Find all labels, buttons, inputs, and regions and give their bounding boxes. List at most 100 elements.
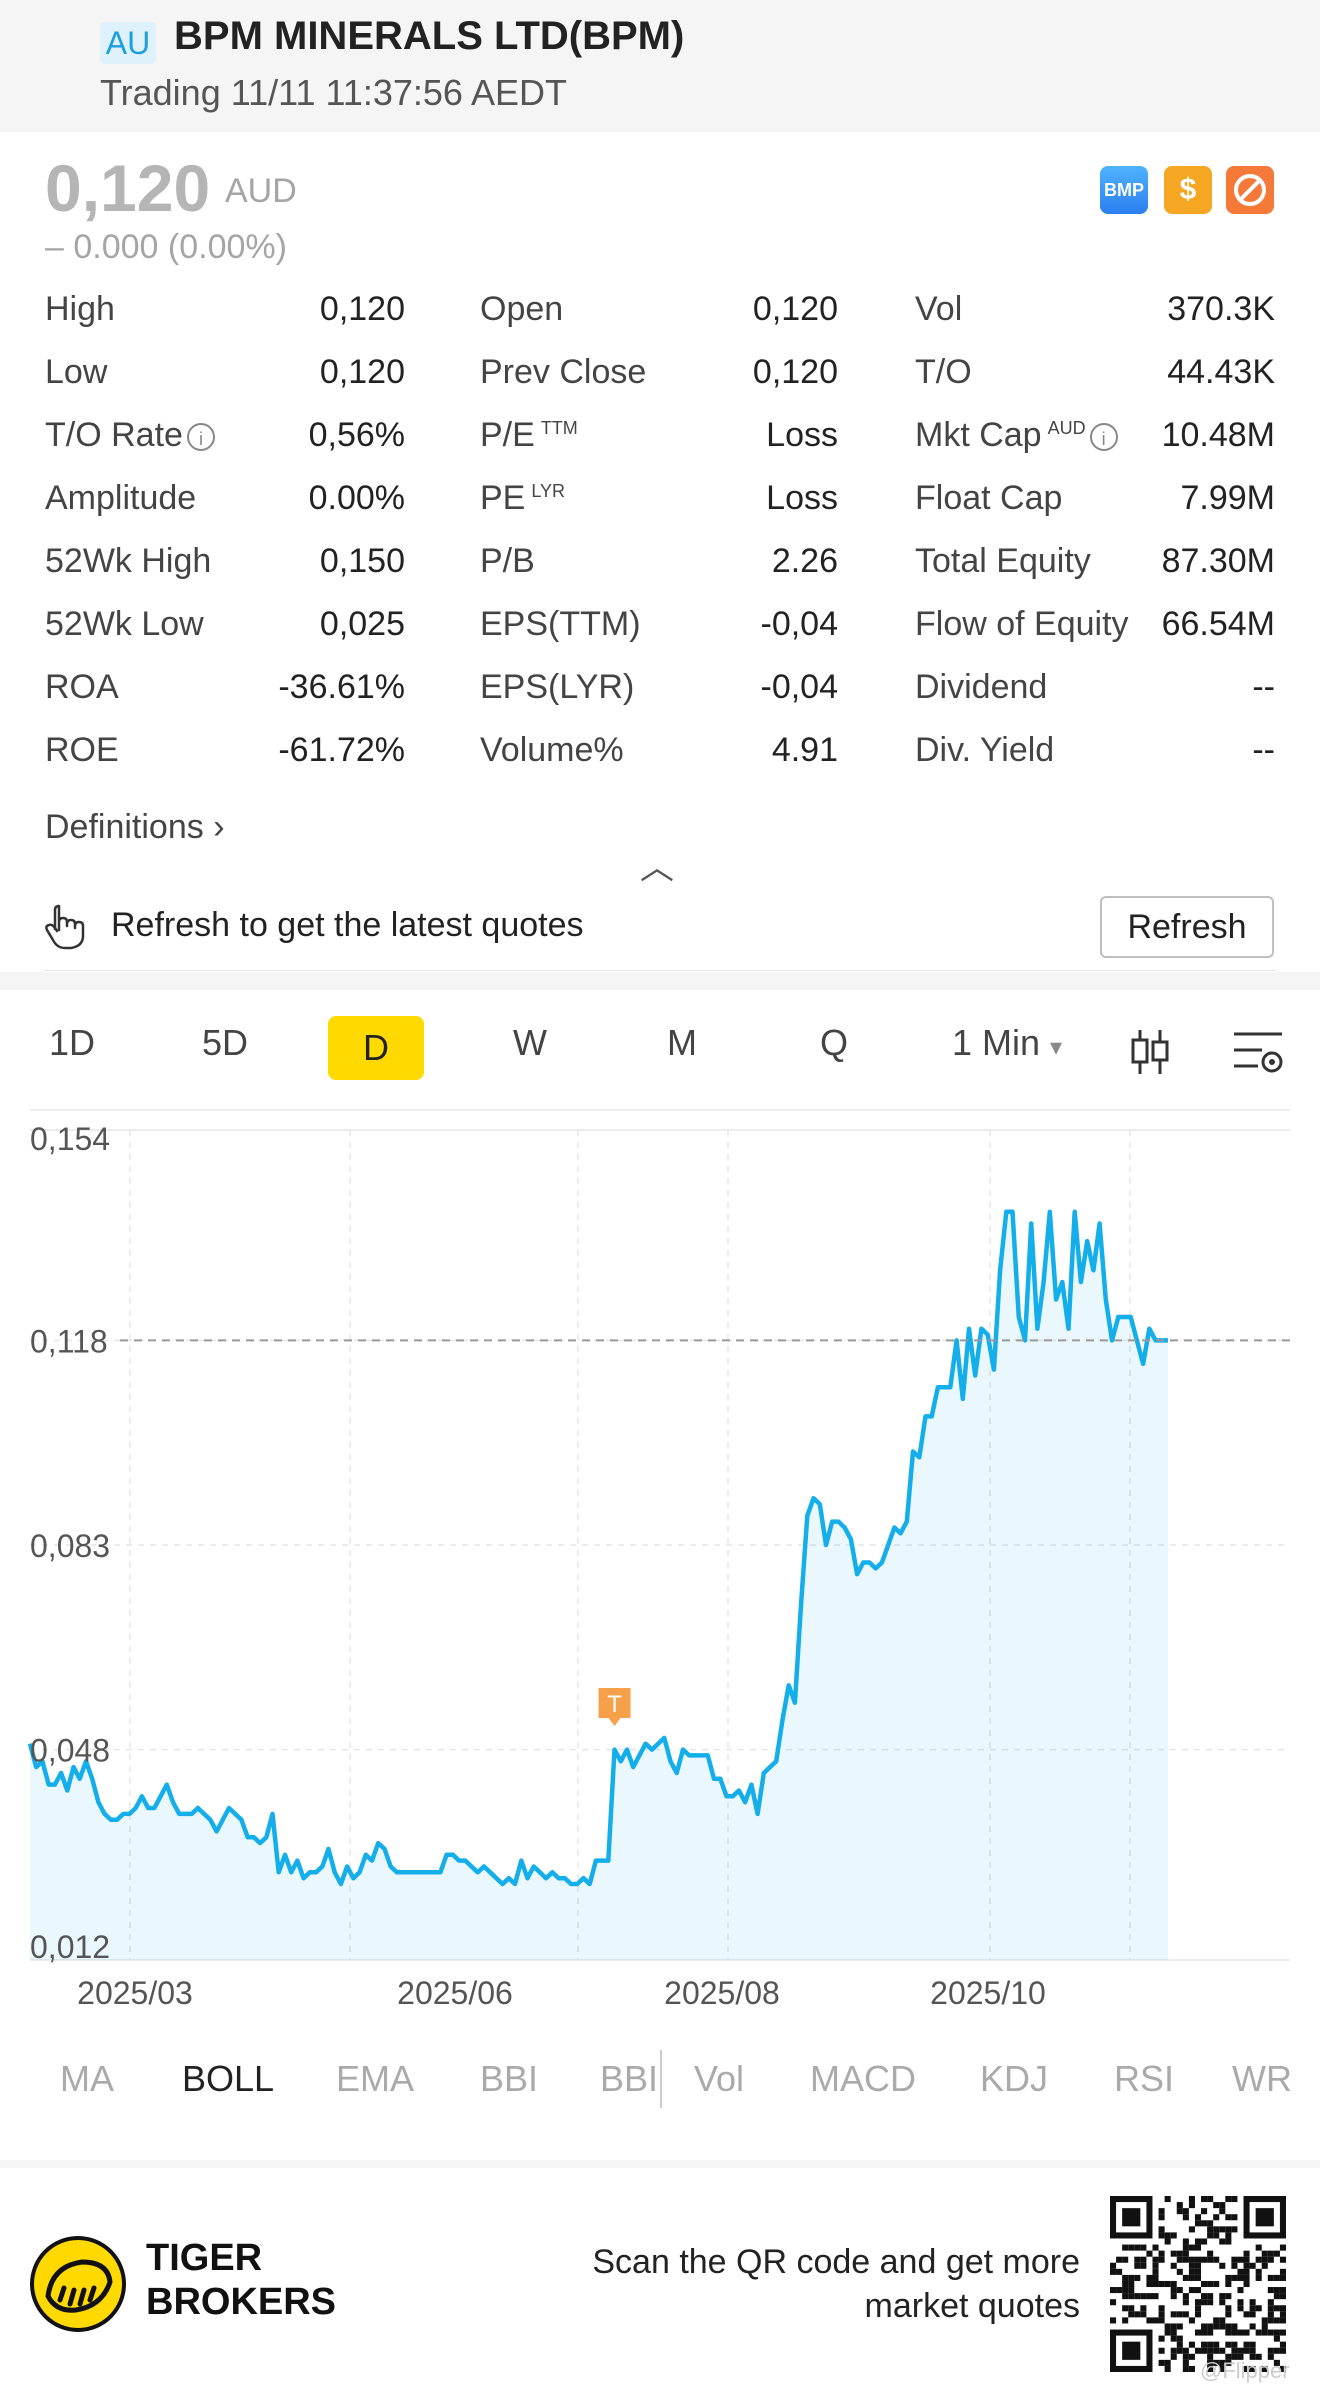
x-tick-label: 2025/03 [77, 1975, 193, 2011]
qr-module [1140, 2262, 1147, 2269]
qr-module [1273, 2274, 1280, 2281]
stat-label-text: 52Wk Low [45, 605, 204, 643]
qr-module [1243, 2341, 1250, 2348]
qr-module [1213, 2226, 1220, 2233]
qr-module [1134, 2256, 1141, 2263]
stat-value: 0,025 [319, 605, 405, 643]
price-chart[interactable]: 0,154 0,118 0,083 0,048 0,012 2025/03 2025/06 2… [0, 1100, 1320, 2020]
qr-module [1267, 2274, 1274, 2281]
qr-module [1273, 2287, 1280, 2294]
stat-value: -61.72% [278, 731, 405, 769]
interval-label: 1 Min [952, 1022, 1041, 1063]
tab-q[interactable]: Q [819, 1022, 848, 1063]
price-change: – 0.000 (0.00%) [45, 228, 287, 266]
stat-label-text: Vol [915, 290, 963, 328]
qr-module [1225, 2293, 1232, 2300]
indicator-vol[interactable]: Vol [694, 2058, 745, 2099]
qr-module [1122, 2317, 1129, 2324]
qr-module [1152, 2317, 1159, 2324]
qr-module [1219, 2323, 1226, 2330]
qr-module [1213, 2256, 1220, 2263]
qr-module [1249, 2311, 1256, 2318]
tab-1d[interactable]: 1D [48, 1022, 96, 1063]
qr-module [1158, 2335, 1165, 2342]
definitions-link[interactable]: Definitions › [45, 808, 225, 847]
qr-module [1207, 2359, 1214, 2366]
chevron-up-icon[interactable]: ︿ [640, 849, 674, 887]
qr-module [1243, 2311, 1250, 2318]
stat-label: ROA [45, 668, 119, 707]
chart-settings-icon[interactable] [1232, 1028, 1284, 1078]
footer-divider [0, 2160, 1320, 2168]
info-icon[interactable]: i [1089, 423, 1118, 452]
indicator-bbi[interactable]: BBI [480, 2058, 539, 2099]
stat-label-text: Mkt Cap [915, 416, 1042, 454]
qr-module [1201, 2293, 1208, 2300]
qr-module [1213, 2202, 1220, 2209]
indicator-wr[interactable]: WR [1232, 2058, 1292, 2099]
indicator-ma[interactable]: MA [60, 2058, 114, 2099]
tab-w[interactable]: W [513, 1022, 547, 1063]
qr-module [1243, 2250, 1250, 2257]
qr-module [1255, 2353, 1262, 2360]
qr-module [1207, 2341, 1214, 2348]
qr-module [1207, 2353, 1214, 2360]
qr-module [1188, 2256, 1195, 2263]
interval-dropdown[interactable]: 1 Min ▾ [952, 1022, 1062, 1064]
indicator-bbi[interactable]: BBI [600, 2058, 659, 2099]
qr-module [1194, 2287, 1202, 2294]
indicator-macd[interactable]: MACD [810, 2058, 916, 2099]
qr-module [1249, 2347, 1256, 2354]
qr-module [1128, 2305, 1135, 2312]
candlestick-icon[interactable] [1128, 1028, 1172, 1076]
stat-label: Total Equity [915, 542, 1091, 581]
qr-module [1152, 2256, 1159, 2263]
market-badge: AU [100, 22, 156, 64]
qr-module [1188, 2365, 1195, 2372]
qr-module [1170, 2250, 1177, 2257]
no-shorting-badge-icon[interactable] [1226, 166, 1274, 214]
qr-module [1176, 2256, 1183, 2263]
bmp-badge-icon[interactable]: BMP [1100, 166, 1148, 214]
tab-5d[interactable]: 5D [201, 1022, 249, 1063]
qr-module [1225, 2280, 1232, 2288]
stat-label: Mkt Cap AUDi [915, 416, 1118, 455]
stat-label: Flow of Equity [915, 605, 1129, 644]
qr-module [1122, 2244, 1129, 2251]
indicator-rsi[interactable]: RSI [1114, 2058, 1175, 2099]
price-area-fill [30, 1211, 1168, 1960]
indicator-ema[interactable]: EMA [336, 2058, 415, 2099]
qr-module [1231, 2196, 1238, 2203]
qr-module [1261, 2365, 1268, 2372]
tab-d[interactable]: D [328, 1016, 424, 1080]
stat-label: Float Cap [915, 479, 1062, 518]
qr-module [1182, 2238, 1189, 2245]
info-icon[interactable]: i [186, 423, 215, 452]
qr-module [1249, 2262, 1256, 2269]
qr-module [1261, 2329, 1268, 2336]
qr-module [1267, 2329, 1274, 2336]
qr-module [1267, 2317, 1274, 2324]
qr-module [1255, 2305, 1262, 2312]
indicator-separator [660, 2050, 662, 2108]
qr-module [1176, 2202, 1183, 2209]
qr-module [1231, 2256, 1238, 2263]
qr-code [1110, 2196, 1286, 2372]
tab-m[interactable]: M [667, 1022, 697, 1063]
qr-module [1170, 2353, 1177, 2360]
qr-module [1201, 2238, 1208, 2245]
stat-value: 0,150 [319, 542, 405, 580]
stat-value: 44.43K [1167, 353, 1275, 391]
indicator-kdj[interactable]: KDJ [980, 2058, 1049, 2099]
qr-module [1243, 2347, 1250, 2354]
qr-module [1231, 2329, 1238, 2336]
dollar-badge-icon[interactable]: $ [1164, 166, 1212, 214]
y-tick-label: 0,118 [30, 1323, 108, 1359]
qr-module [1255, 2274, 1262, 2281]
qr-module [1201, 2323, 1208, 2330]
refresh-button[interactable]: Refresh [1100, 896, 1274, 958]
qr-module [1231, 2226, 1238, 2233]
indicator-boll[interactable]: BOLL [182, 2058, 275, 2099]
qr-module [1194, 2214, 1202, 2221]
qr-module [1273, 2250, 1280, 2257]
